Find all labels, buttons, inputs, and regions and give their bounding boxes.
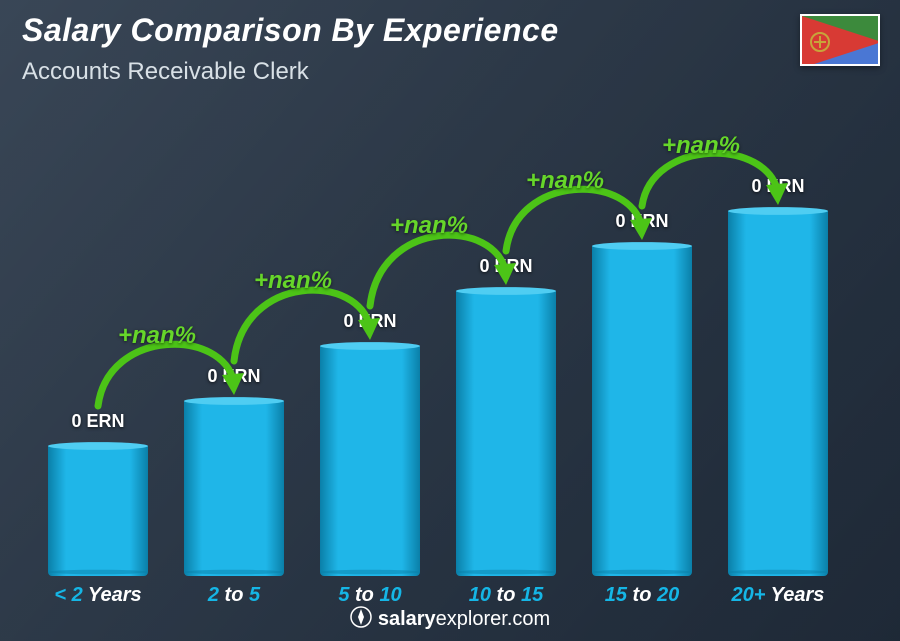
bar: [48, 446, 148, 576]
category-label: 15 to 20: [574, 584, 710, 607]
bar-slot: 0 ERN2 to 5: [166, 146, 302, 576]
bar-value-label: 0 ERN: [30, 411, 166, 432]
bar-slot: 0 ERN20+ Years: [710, 146, 846, 576]
category-label: 20+ Years: [710, 584, 846, 607]
bar-value-label: 0 ERN: [710, 176, 846, 197]
percent-increase-label: +nan%: [390, 212, 468, 240]
compass-icon: [350, 606, 372, 628]
percent-increase-label: +nan%: [662, 132, 740, 160]
footer-brand-rest: explorer.com: [436, 608, 551, 630]
category-label: < 2 Years: [30, 584, 166, 607]
bar-value-label: 0 ERN: [574, 211, 710, 232]
category-label: 5 to 10: [302, 584, 438, 607]
eritrea-flag-icon: [800, 14, 880, 66]
bar-value-label: 0 ERN: [302, 311, 438, 332]
percent-increase-label: +nan%: [118, 322, 196, 350]
category-label: 10 to 15: [438, 584, 574, 607]
percent-increase-label: +nan%: [254, 267, 332, 295]
bar: [592, 246, 692, 576]
bar: [184, 401, 284, 576]
bar-slot: 0 ERN5 to 10: [302, 146, 438, 576]
bar-slot: 0 ERN< 2 Years: [30, 146, 166, 576]
bar: [320, 346, 420, 576]
footer-attribution: salaryexplorer.com: [0, 606, 900, 631]
chart-subtitle: Accounts Receivable Clerk: [22, 58, 309, 86]
bar: [728, 211, 828, 576]
footer-brand-bold: salary: [378, 608, 436, 630]
bar-slot: 0 ERN15 to 20: [574, 146, 710, 576]
chart-area: 0 ERN< 2 Years0 ERN2 to 5+nan%0 ERN5 to …: [30, 146, 850, 576]
bar-value-label: 0 ERN: [166, 366, 302, 387]
bar: [456, 291, 556, 576]
bar-slot: 0 ERN10 to 15: [438, 146, 574, 576]
percent-increase-label: +nan%: [526, 167, 604, 195]
category-label: 2 to 5: [166, 584, 302, 607]
bar-value-label: 0 ERN: [438, 256, 574, 277]
chart-title: Salary Comparison By Experience: [22, 12, 559, 49]
infographic-canvas: Salary Comparison By Experience Accounts…: [0, 0, 900, 641]
